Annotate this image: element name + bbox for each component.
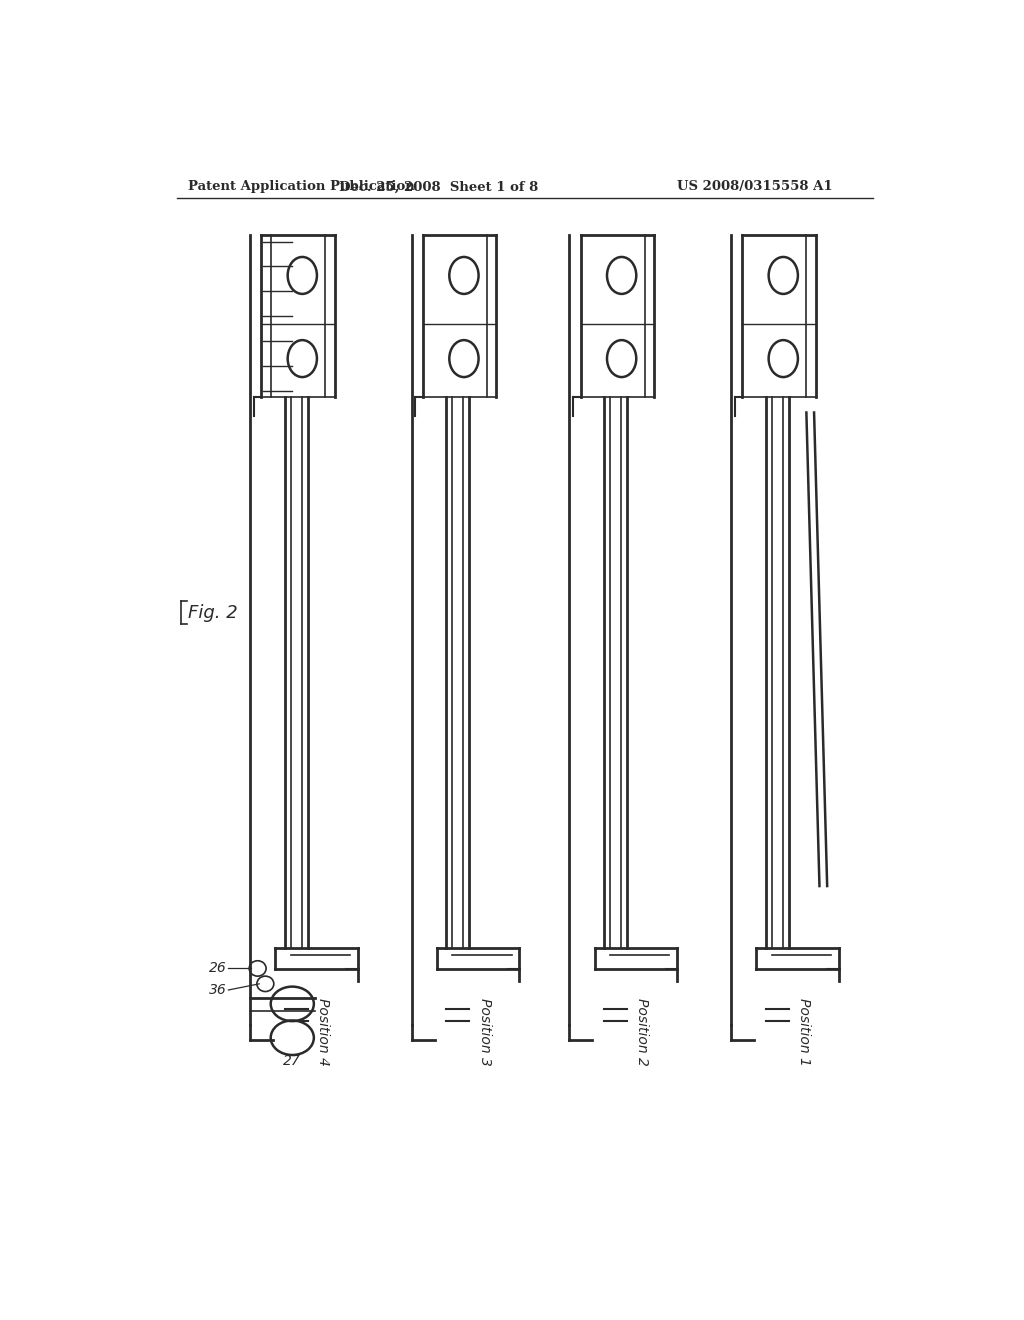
Text: Fig. 2: Fig. 2 — [188, 603, 238, 622]
Text: Position 2: Position 2 — [636, 998, 649, 1065]
Text: Dec. 25, 2008  Sheet 1 of 8: Dec. 25, 2008 Sheet 1 of 8 — [339, 181, 539, 194]
Text: Position 1: Position 1 — [797, 998, 811, 1065]
Text: 26: 26 — [209, 961, 227, 975]
Text: US 2008/0315558 A1: US 2008/0315558 A1 — [677, 181, 833, 194]
Text: Patent Application Publication: Patent Application Publication — [188, 181, 415, 194]
Text: Position 4: Position 4 — [316, 998, 330, 1065]
Text: 36: 36 — [209, 983, 227, 997]
Text: 27: 27 — [284, 1053, 301, 1068]
Text: Position 3: Position 3 — [478, 998, 492, 1065]
